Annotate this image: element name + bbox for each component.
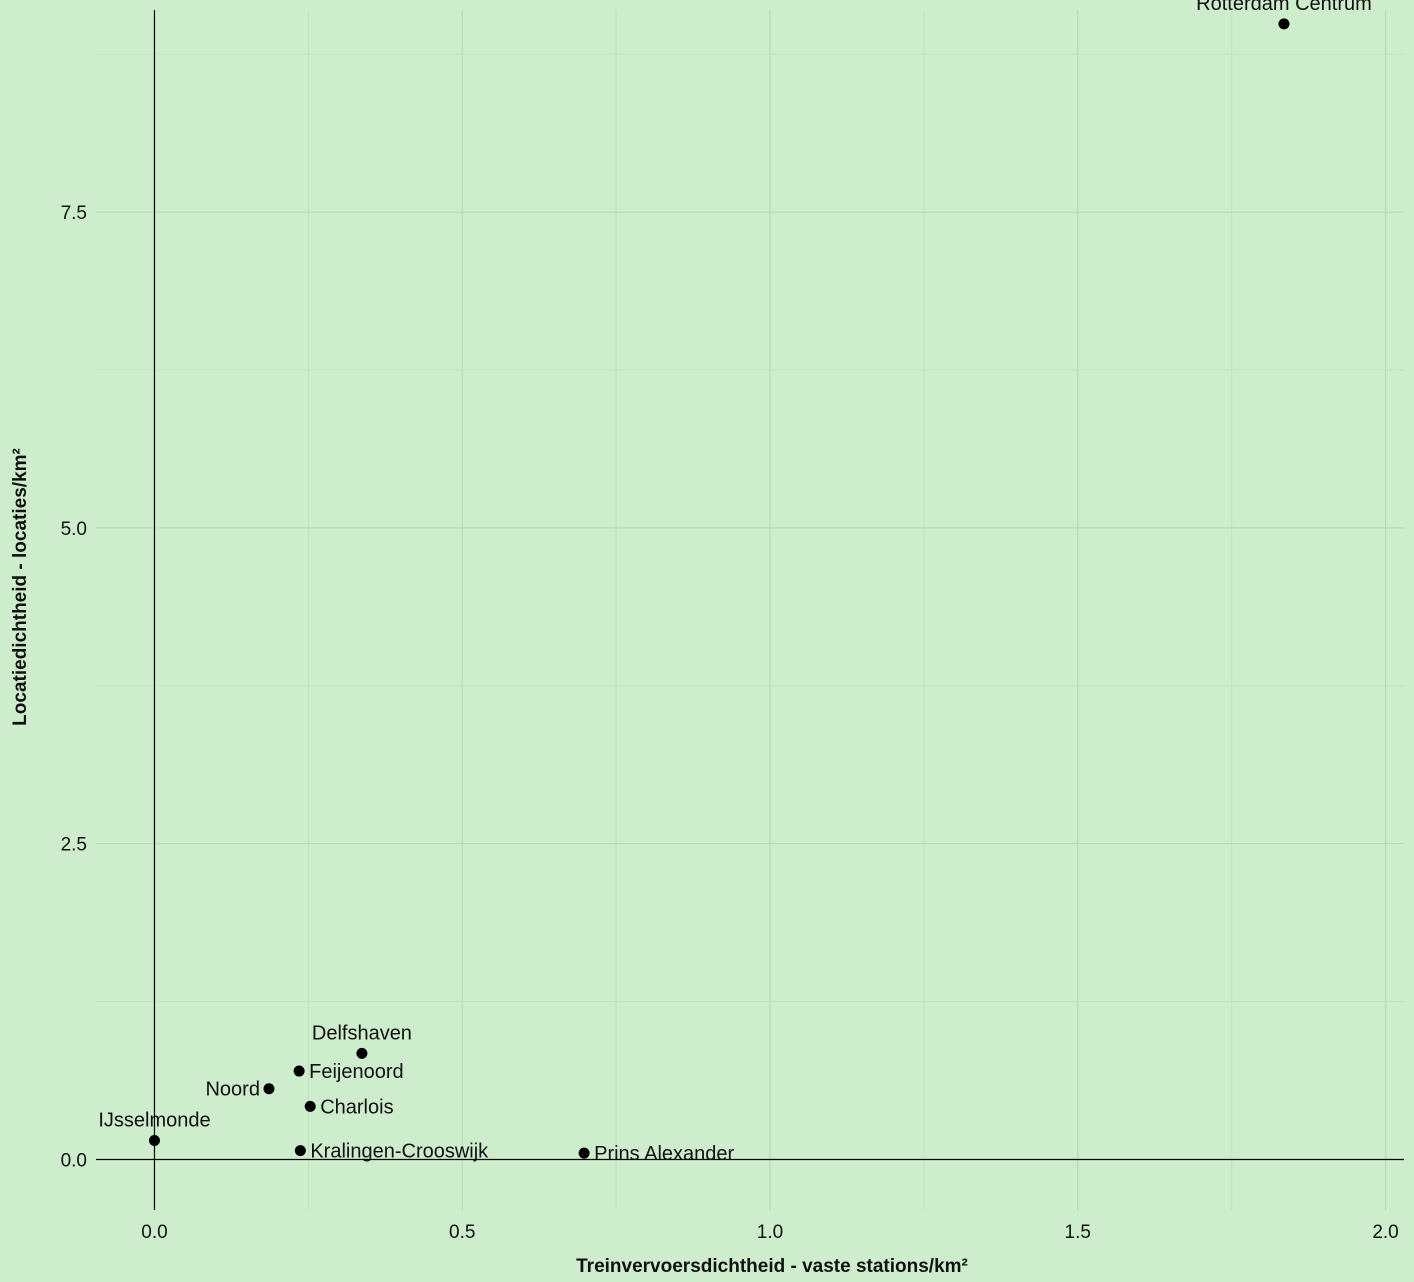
data-point	[578, 1147, 590, 1159]
x-axis-title: Treinvervoersdichtheid - vaste stations/…	[576, 1256, 968, 1277]
point-label: IJsselmonde	[98, 1110, 210, 1132]
x-tick-label: 2.0	[1372, 1222, 1398, 1243]
data-point	[1278, 18, 1290, 30]
point-label: Prins Alexander	[594, 1143, 734, 1165]
x-tick-label: 0.0	[141, 1222, 167, 1243]
x-tick-label: 1.0	[757, 1222, 783, 1243]
x-axis-ticks: 0.0 0.5 1.0 1.5 2.0	[141, 1222, 1398, 1243]
x-tick-label: 0.5	[449, 1222, 475, 1243]
point-label: Delfshaven	[312, 1022, 412, 1044]
point-label: Kralingen-Crooswijk	[310, 1141, 489, 1163]
zero-lines	[96, 10, 1404, 1210]
point-label: Noord	[205, 1079, 259, 1101]
y-axis-ticks: 0.0 2.5 5.0 7.5	[61, 203, 87, 1171]
data-point	[293, 1065, 305, 1077]
grid	[96, 10, 1404, 1210]
point-label: Feijenoord	[309, 1061, 404, 1083]
data-point	[304, 1100, 316, 1112]
data-points	[148, 18, 1290, 1159]
data-point	[356, 1047, 368, 1059]
y-tick-label: 0.0	[61, 1150, 87, 1171]
x-tick-label: 1.5	[1065, 1222, 1091, 1243]
data-point	[148, 1135, 160, 1147]
y-tick-label: 2.5	[61, 835, 87, 856]
point-label: Rotterdam Centrum	[1196, 0, 1372, 15]
y-tick-label: 7.5	[61, 203, 87, 224]
y-tick-label: 5.0	[61, 519, 87, 540]
data-point	[263, 1083, 275, 1095]
point-label: Charlois	[320, 1096, 393, 1118]
data-point	[294, 1145, 306, 1157]
point-labels: Rotterdam Centrum Delfshaven Feijenoord Noo…	[98, 0, 1371, 1165]
y-axis-title: Locatiedichtheid - locaties/km²	[10, 448, 31, 726]
